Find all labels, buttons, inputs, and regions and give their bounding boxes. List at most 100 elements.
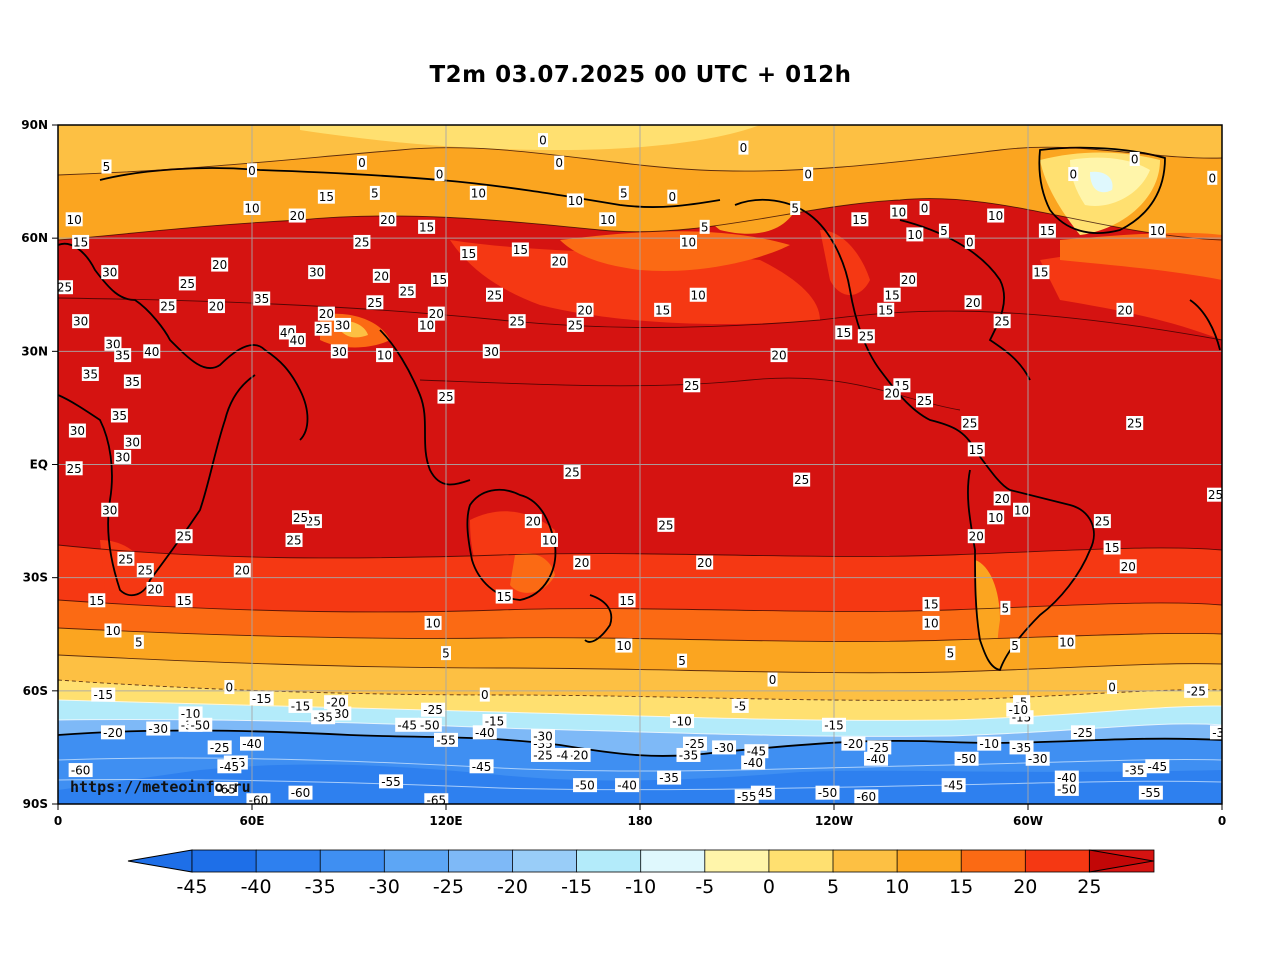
svg-text:-4: -4: [556, 748, 568, 762]
svg-text:-50: -50: [818, 786, 838, 800]
contour-label: 15: [883, 287, 901, 302]
svg-text:15: 15: [1033, 266, 1048, 280]
svg-text:-40: -40: [1057, 771, 1077, 785]
contour-label: -25: [207, 740, 232, 755]
svg-text:0: 0: [1131, 152, 1139, 166]
contour-label: 20: [993, 491, 1011, 506]
contour-label: -45: [941, 778, 966, 793]
contour-label: 0: [1129, 151, 1140, 166]
contour-label: 0: [538, 133, 548, 148]
svg-text:-20: -20: [844, 737, 864, 751]
contour-label: 15: [495, 589, 513, 604]
svg-text:-15: -15: [252, 692, 272, 706]
contour-label: 25: [961, 416, 979, 431]
land-s-africa: [100, 540, 150, 595]
contour-label: 10: [599, 212, 617, 227]
band-atlantic-north2: [1060, 232, 1222, 280]
contour-label: -35: [676, 747, 701, 762]
contour-label: 10: [689, 287, 707, 302]
svg-text:25: 25: [286, 533, 301, 547]
contour-label: 0: [479, 687, 490, 702]
svg-text:-25: -25: [869, 741, 889, 755]
svg-text:-35: -35: [679, 748, 699, 762]
svg-text:-30: -30: [148, 722, 168, 736]
contour-label: 15: [835, 325, 853, 340]
svg-text:15: 15: [836, 326, 851, 340]
svg-text:25: 25: [160, 300, 175, 314]
svg-text:15: 15: [1040, 224, 1055, 238]
contour-label: 0: [738, 140, 749, 155]
contour-label: 30: [72, 314, 90, 329]
svg-text:25: 25: [794, 473, 809, 487]
svg-text:25: 25: [509, 315, 524, 329]
contour-label: 10: [469, 185, 487, 200]
contour-label: 40: [288, 333, 306, 348]
svg-text:15: 15: [461, 247, 476, 261]
svg-text:10: 10: [471, 186, 486, 200]
svg-text:0: 0: [248, 164, 256, 178]
colorbar-segment: [1024, 849, 1091, 873]
band-north-pacific2: [560, 231, 790, 271]
colorbar-tick-label: 15: [949, 876, 973, 898]
contour-label: -55: [434, 732, 458, 747]
svg-text:25: 25: [568, 318, 583, 332]
colorbar-tick-label: -25: [433, 876, 464, 898]
contour-label: 20: [524, 514, 542, 529]
contour-label: -50: [815, 785, 840, 800]
svg-text:5: 5: [1011, 639, 1019, 653]
contour-label: 25: [793, 472, 811, 487]
contour-label: 20: [372, 268, 390, 283]
map-title: T2m 03.07.2025 00 UTC + 012h: [429, 62, 852, 88]
svg-text:25: 25: [400, 284, 415, 298]
svg-text:20: 20: [697, 556, 712, 570]
contour-label: -10: [1006, 702, 1031, 717]
contour-label: 25: [563, 465, 581, 480]
svg-text:35: 35: [83, 367, 98, 381]
contour-label: 0: [964, 234, 975, 249]
contour-label: 20: [427, 306, 445, 321]
contour-label: 10: [566, 193, 584, 208]
watermark-url[interactable]: https://meteoinfo.ru: [70, 778, 251, 796]
contour-label: -20: [566, 747, 591, 762]
contour-label: -15: [822, 717, 846, 732]
svg-text:-5: -5: [734, 699, 746, 713]
lon-tick-label: 0: [1218, 814, 1226, 828]
contour-label: 30: [123, 434, 141, 449]
svg-text:30: 30: [70, 424, 85, 438]
contour-label: 15: [967, 442, 985, 457]
contour-label: 20: [967, 529, 985, 544]
contour-label: 10: [987, 510, 1005, 525]
colorbar-tick-label: -15: [561, 876, 592, 898]
contour-label: -40: [472, 725, 497, 740]
svg-text:20: 20: [212, 258, 227, 272]
svg-text:-20: -20: [569, 748, 589, 762]
svg-text:-35: -35: [313, 711, 333, 725]
contour-label: -10: [178, 706, 203, 721]
contour-label: 10: [65, 212, 83, 227]
svg-text:-10: -10: [1008, 703, 1028, 717]
colorbar-tick-label: 0: [763, 876, 775, 898]
svg-text:15: 15: [655, 303, 670, 317]
svg-text:0: 0: [740, 141, 748, 155]
contour-label: 5: [1000, 600, 1011, 615]
svg-text:30: 30: [484, 345, 499, 359]
contour-label: 10: [906, 227, 924, 242]
contour-label: 25: [916, 393, 934, 408]
svg-text:15: 15: [419, 220, 434, 234]
contour-label: 10: [1148, 223, 1166, 238]
svg-text:5: 5: [791, 201, 799, 215]
svg-text:25: 25: [658, 518, 673, 532]
colorbar-segment: [960, 849, 1027, 873]
contour-label: 35: [81, 366, 99, 381]
svg-text:-45: -45: [472, 760, 492, 774]
contour-labels: 005000000000-500105155010102020151010510…: [58, 133, 1222, 804]
svg-text:-30: -30: [714, 741, 734, 755]
contour-label: 5: [618, 185, 629, 200]
svg-text:-40: -40: [242, 737, 262, 751]
contour-label: -55: [1138, 785, 1163, 800]
svg-text:-55: -55: [436, 733, 456, 747]
contour-label: 0: [247, 163, 257, 178]
contour-label: 25: [159, 299, 177, 314]
svg-text:0: 0: [1208, 171, 1216, 185]
contour-label: 30: [101, 265, 119, 280]
